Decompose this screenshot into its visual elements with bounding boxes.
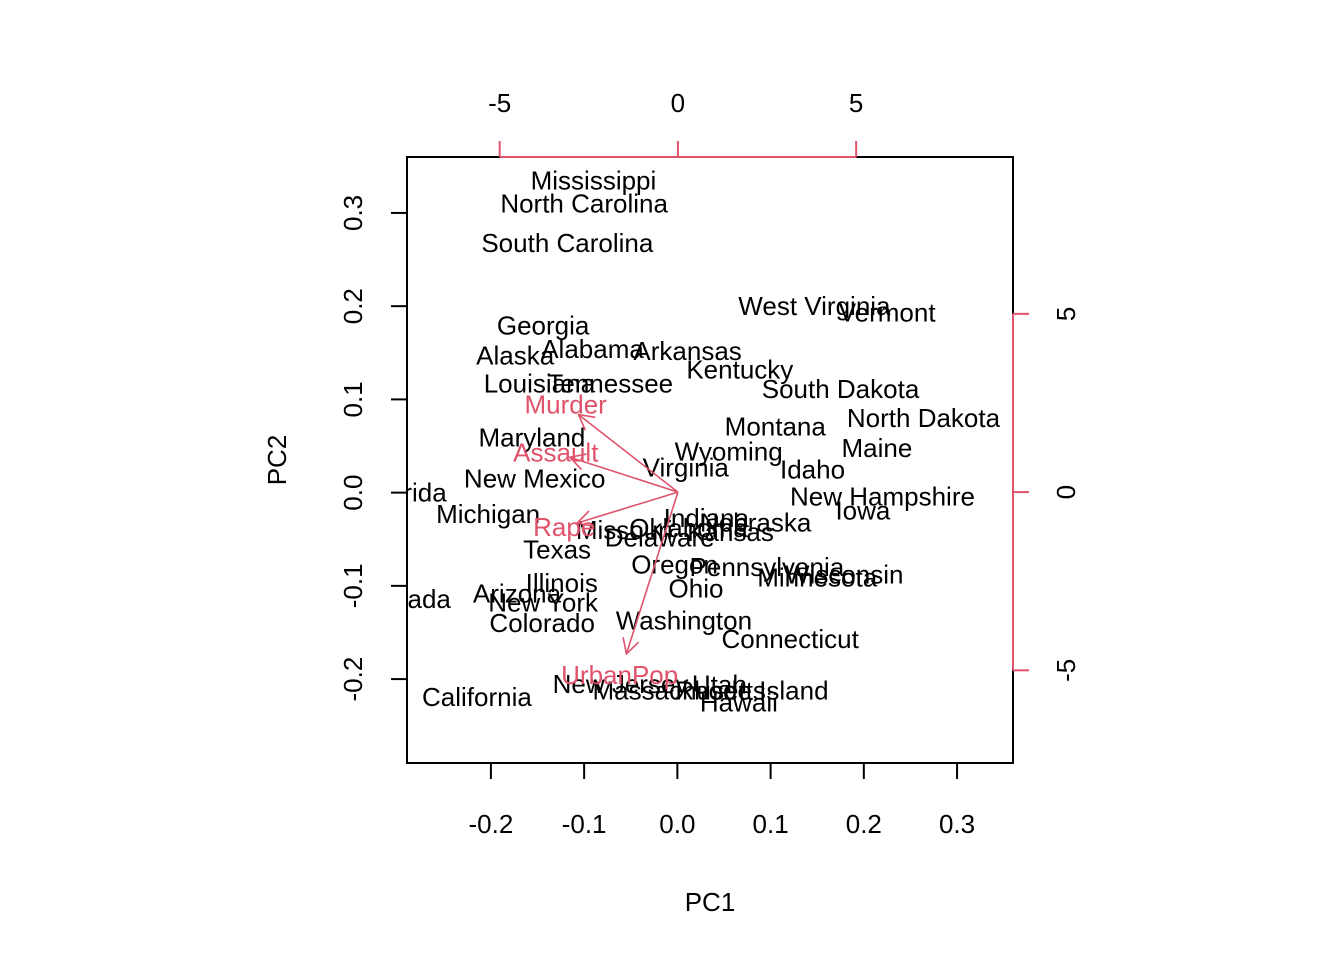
y-axis-title: PC2 [262, 435, 292, 486]
x-tick-label: -0.1 [562, 809, 607, 839]
state-label: Georgia [497, 311, 590, 341]
secondary-x-tick-label: 5 [849, 88, 863, 118]
loading-label: Murder [524, 390, 607, 420]
state-label: Hawaii [700, 687, 778, 717]
state-label: Virginia [643, 452, 730, 482]
loading-arrowhead [575, 510, 595, 528]
y-tick-label: -0.1 [338, 563, 368, 608]
state-label: Iowa [835, 495, 890, 525]
state-label: South Dakota [762, 374, 920, 404]
y-tick-label: -0.2 [338, 657, 368, 702]
loading-arrow [577, 491, 679, 524]
state-label: Colorado [489, 608, 595, 638]
state-label: Nevada [361, 584, 451, 614]
x-tick-label: 0.1 [753, 809, 789, 839]
state-label: Illinois [526, 568, 598, 598]
x-tick-label: 0.2 [846, 809, 882, 839]
state-label: Montana [725, 411, 827, 441]
state-label: Vermont [839, 298, 937, 328]
y-tick-label: 0.1 [338, 381, 368, 417]
state-label: Rhode Island [675, 675, 828, 705]
secondary-x-tick-label: -5 [488, 88, 511, 118]
state-label: Connecticut [722, 624, 860, 654]
x-tick-label: 0.3 [939, 809, 975, 839]
state-label: West Virginia [738, 291, 891, 321]
state-label: Pennsylvania [690, 552, 845, 582]
state-label: Ohio [669, 574, 724, 604]
state-label: New Hampshire [790, 481, 975, 511]
state-label: Arkansas [633, 336, 741, 366]
state-label: Minnesota [757, 562, 877, 592]
x-tick-label: 0.0 [659, 809, 695, 839]
state-label: New Mexico [464, 464, 606, 494]
state-label: North Dakota [847, 403, 1001, 433]
state-label: Florida [367, 478, 447, 508]
state-label: Wisconsin [785, 560, 903, 590]
state-label: California [422, 682, 532, 712]
state-label: Kansas [687, 517, 774, 547]
state-label: South Carolina [481, 228, 654, 258]
state-label: Oregon [631, 549, 718, 579]
state-label: Maryland [478, 423, 585, 453]
loading-arrow [578, 413, 679, 493]
y-tick-label: 0.3 [338, 195, 368, 231]
loading-label: UrbanPop [561, 660, 678, 690]
x-tick-label: -0.2 [469, 809, 514, 839]
state-label: Alabama [541, 334, 644, 364]
state-label: Utah [692, 670, 747, 700]
state-label: Louisiana [484, 369, 596, 399]
state-label: Alaska [476, 341, 555, 371]
state-label: Idaho [780, 454, 845, 484]
secondary-y-tick-label: -5 [1051, 659, 1081, 682]
loading-arrow [625, 491, 679, 655]
state-label: Nebraska [700, 507, 812, 537]
loading-label: Rape [533, 512, 595, 542]
secondary-x-tick-label: 0 [671, 88, 685, 118]
state-label: New Jersey [553, 669, 689, 699]
state-label: Wyoming [675, 437, 783, 467]
state-label: Washington [616, 605, 752, 635]
loadings-layer: Murder Assault UrbanPop Rape [513, 390, 679, 690]
state-label: Michigan [436, 499, 540, 529]
state-label: Kentucky [686, 355, 793, 385]
loading-arrowhead [622, 637, 640, 656]
state-label: New York [488, 588, 599, 618]
state-label: Maine [841, 433, 912, 463]
secondary-y-tick-label: 0 [1051, 485, 1081, 499]
loading-arrow [569, 456, 679, 493]
secondary-y-tick-label: 5 [1051, 307, 1081, 321]
state-label: Oklahoma [629, 513, 748, 543]
loading-arrowhead [577, 413, 596, 431]
y-tick-label: 0.2 [338, 288, 368, 324]
state-label: Missouri [576, 515, 673, 545]
loading-arrowhead [568, 453, 587, 471]
y-tick-label: 0.0 [338, 475, 368, 511]
x-axis-title: PC1 [685, 887, 736, 917]
state-label: North Carolina [500, 189, 668, 219]
state-label: Indiana [664, 503, 750, 533]
state-label: Arizona [473, 578, 562, 608]
loading-label: Assault [513, 438, 599, 468]
state-label: Tennessee [547, 369, 673, 399]
state-label: Mississippi [531, 165, 657, 195]
state-label: Texas [523, 535, 591, 565]
axes-layer: -0.2 -0.1 0.0 0.1 0.2 0.3 -0.2 -0.1 0.0 0.1 0.2 0.3… [338, 88, 1081, 839]
state-label: Massachusetts [593, 675, 766, 705]
